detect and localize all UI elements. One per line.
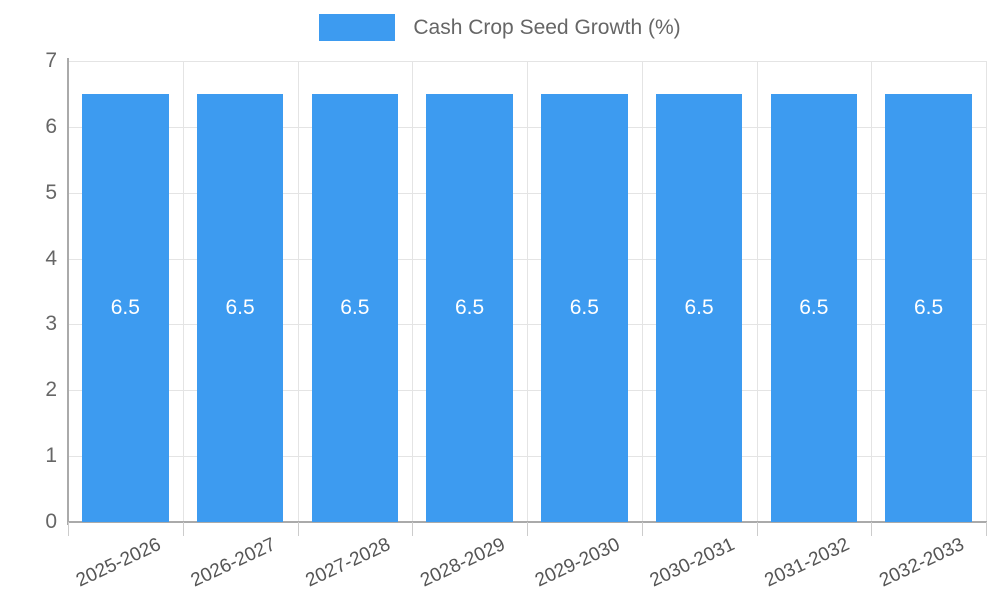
bar-slot: 6.5 [311,61,399,522]
bar-value-label: 6.5 [455,295,485,319]
y-axis-tick-label: 1 [45,444,57,468]
legend-swatch-cash-crop-seed-growth [319,14,396,41]
gridline-vertical [986,61,987,522]
bar[interactable]: 6.5 [82,93,169,522]
gridline-vertical [297,61,299,522]
bar[interactable]: 6.5 [196,93,284,522]
y-axis-tick-label: 2 [45,378,57,402]
gridline-vertical [871,61,873,522]
bar[interactable]: 6.5 [885,93,972,522]
y-axis-tick-label: 0 [45,510,57,533]
plot-gridlines-vertical [68,61,987,522]
bar-series-cash-crop-seed-growth: 6.5 6.5 6.5 6.5 6.5 6.5 6.5 6.5 [68,61,986,522]
legend-item-cash-crop-seed-growth[interactable]: Cash Crop Seed Growth (%) [319,14,681,41]
x-axis-tick-mark [986,522,987,536]
bar-slot: 6.5 [82,61,169,522]
chart-legend: Cash Crop Seed Growth (%) [0,14,1000,41]
bar-value-label: 6.5 [110,295,140,319]
bar[interactable]: 6.5 [311,93,399,522]
bar-slot: 6.5 [655,61,743,522]
x-axis-tick-mark [527,522,528,536]
bar-value-label: 6.5 [914,295,944,319]
x-axis-tick-mark [412,522,414,536]
bar-value-label: 6.5 [225,295,255,319]
y-axis-tick-label: 6 [45,114,57,138]
bar-slot: 6.5 [885,61,972,522]
y-axis-tick-label: 4 [45,246,57,270]
bar-slot: 6.5 [541,61,628,522]
bar-value-label: 6.5 [340,295,370,319]
gridline-vertical [182,61,184,522]
y-axis-tick-label: 3 [45,312,57,336]
bar[interactable]: 6.5 [655,93,743,522]
x-axis-tick-mark [68,522,69,536]
bar-slot: 6.5 [770,61,858,522]
x-axis-tick-mark [871,522,873,536]
y-axis-tick-label: 5 [45,180,57,204]
gridline-vertical [641,61,643,522]
legend-label-cash-crop-seed-growth: Cash Crop Seed Growth (%) [413,16,681,39]
y-axis-line [67,58,69,525]
bar[interactable]: 6.5 [770,93,858,522]
x-axis-tick-mark [641,522,643,536]
y-axis-tick-labels: 0 1 2 3 4 5 6 7 [0,0,57,600]
bar-value-label: 6.5 [569,295,599,319]
x-axis-tick-mark [182,522,184,536]
bar[interactable]: 6.5 [541,93,628,522]
x-axis-tick-mark [756,522,758,536]
bar-slot: 6.5 [196,61,284,522]
bar[interactable]: 6.5 [426,93,513,522]
bar-slot: 6.5 [426,61,513,522]
bar-value-label: 6.5 [684,295,714,319]
gridline-vertical [527,61,528,522]
gridline-vertical [756,61,758,522]
gridline-vertical [412,61,414,522]
x-axis-tick-mark [297,522,299,536]
y-axis-tick-label: 7 [45,49,57,72]
bar-value-label: 6.5 [799,295,829,319]
